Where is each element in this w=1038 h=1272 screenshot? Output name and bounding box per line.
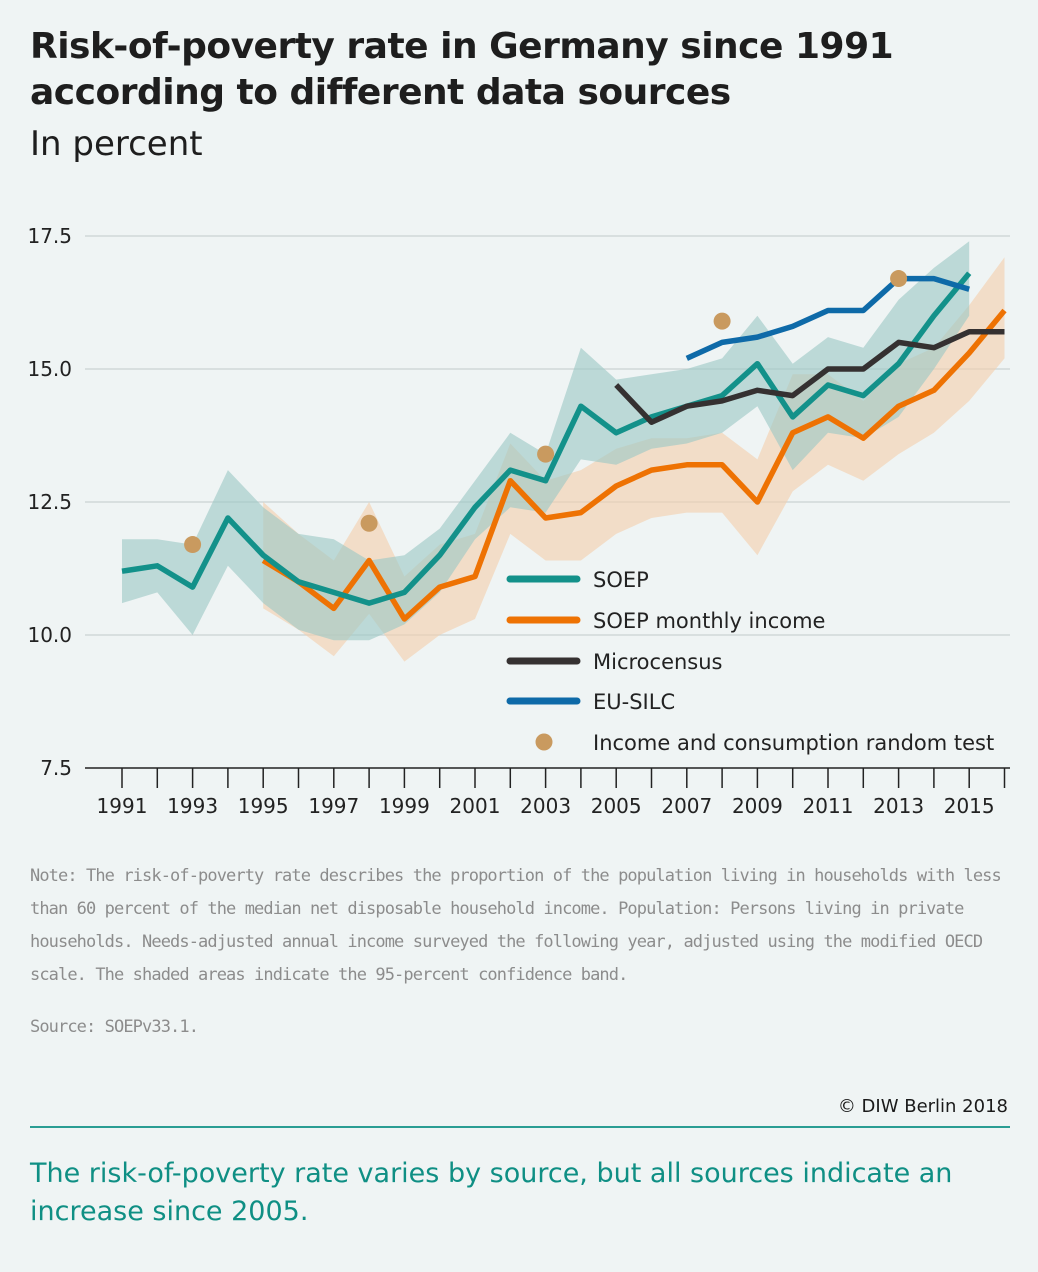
data-point-random-test bbox=[890, 270, 908, 288]
confidence-band-soep bbox=[122, 241, 970, 641]
x-tick-label: 1997 bbox=[308, 794, 359, 818]
x-tick-label: 1993 bbox=[167, 794, 218, 818]
chart-note: Note: The risk-of-poverty rate describes… bbox=[30, 866, 1002, 985]
data-point-random-test bbox=[184, 536, 202, 554]
confidence-bands bbox=[122, 241, 1005, 662]
x-tick-label: 2005 bbox=[591, 794, 642, 818]
x-tick-label: 1995 bbox=[238, 794, 289, 818]
legend-swatch-dot bbox=[535, 733, 553, 751]
data-point-random-test bbox=[537, 445, 555, 463]
y-tick-label: 15.0 bbox=[27, 357, 72, 381]
y-tick-label: 12.5 bbox=[27, 490, 72, 514]
legend-label: SOEP bbox=[593, 568, 649, 592]
copyright: © DIW Berlin 2018 bbox=[837, 1096, 1008, 1117]
x-tick-label: 2011 bbox=[803, 794, 854, 818]
data-point-random-test bbox=[713, 312, 731, 330]
y-tick-label: 7.5 bbox=[40, 756, 72, 780]
x-tick-label: 2001 bbox=[450, 794, 501, 818]
x-tick-label: 2013 bbox=[873, 794, 924, 818]
x-tick-label: 2009 bbox=[732, 794, 783, 818]
divider bbox=[30, 1126, 1010, 1128]
legend-label: EU-SILC bbox=[593, 690, 675, 714]
x-tick-label: 2007 bbox=[661, 794, 712, 818]
x-tick-label: 2003 bbox=[520, 794, 571, 818]
series-line-eu-silc bbox=[685, 275, 970, 361]
legend: SOEP SOEP monthly income Microcensus EU-SIL… bbox=[506, 568, 994, 755]
legend-label: Microcensus bbox=[593, 650, 723, 674]
y-tick-label: 17.5 bbox=[27, 224, 72, 248]
series-line-soep bbox=[121, 271, 972, 606]
legend-label: Income and consumption random test bbox=[593, 731, 994, 755]
chart-source: Source: SOEPv33.1. bbox=[30, 1017, 199, 1037]
axes: 7.5 10.0 12.5 15.0 17.5 1991 1993 1995 1997 1999 2… bbox=[27, 224, 1010, 818]
series-line-microcensus bbox=[614, 329, 1005, 425]
legend-label: SOEP monthly income bbox=[593, 609, 825, 633]
y-tick-label: 10.0 bbox=[27, 623, 72, 647]
chart-title: Risk-of-poverty rate in Germany since 19… bbox=[30, 26, 894, 113]
series-line-soep-monthly-income bbox=[261, 308, 1007, 622]
chart-subtitle: In percent bbox=[30, 124, 203, 164]
chart: 7.5 10.0 12.5 15.0 17.5 1991 1993 1995 1997 1999 2… bbox=[27, 224, 1010, 818]
x-tick-label: 1999 bbox=[379, 794, 430, 818]
x-tick-label: 1991 bbox=[97, 794, 148, 818]
data-point-random-test bbox=[360, 514, 378, 532]
series-lines bbox=[121, 270, 1007, 622]
x-tick-label: 2015 bbox=[944, 794, 995, 818]
chart-caption: The risk-of-poverty rate varies by sourc… bbox=[30, 1158, 953, 1227]
